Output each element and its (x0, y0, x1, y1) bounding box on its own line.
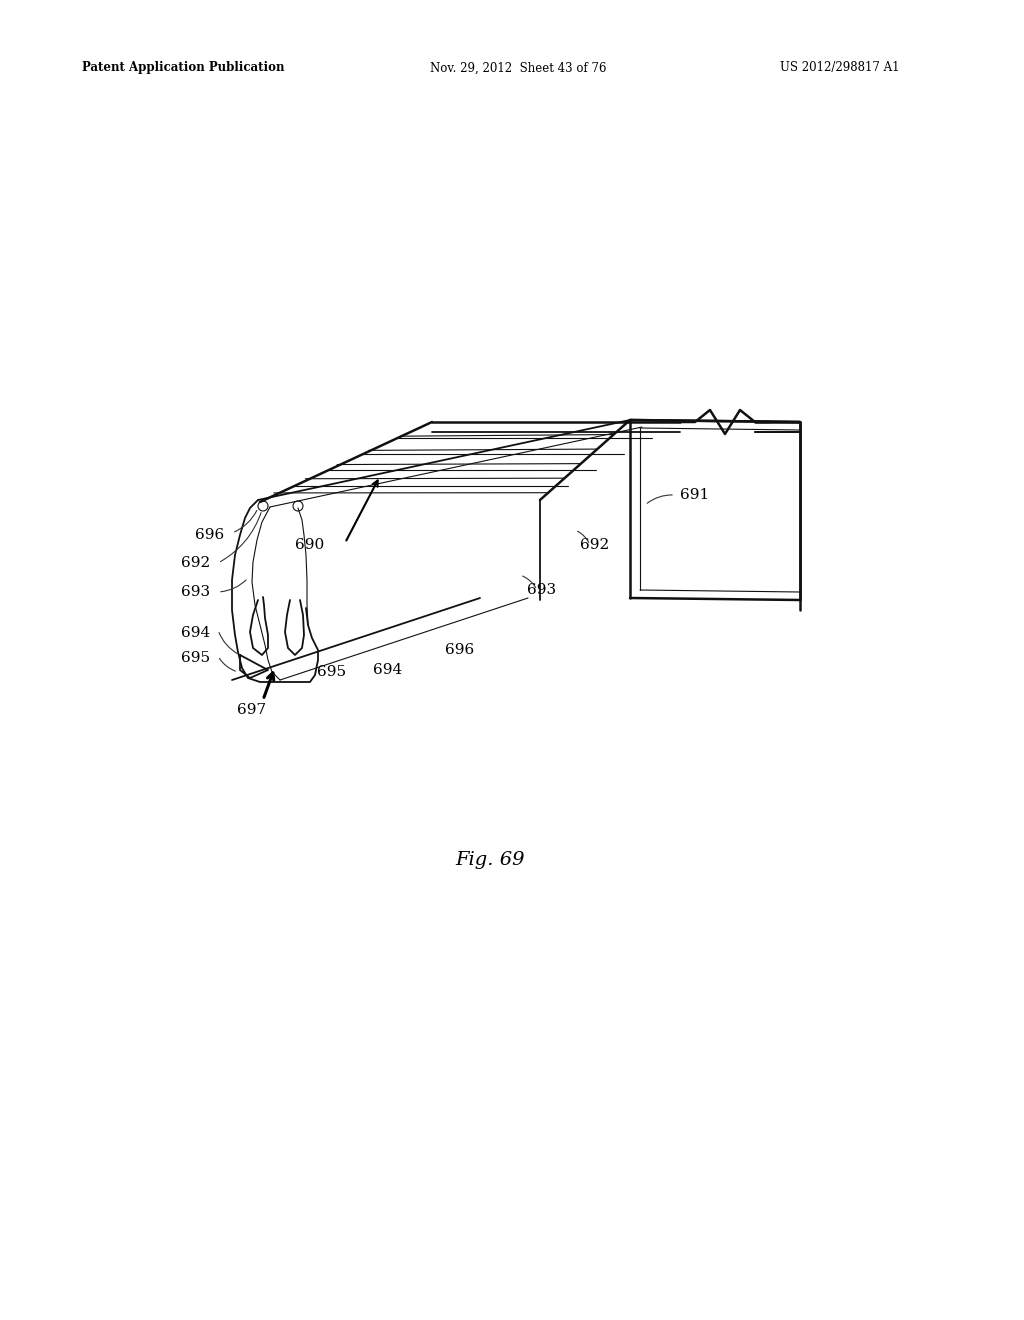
Text: Patent Application Publication: Patent Application Publication (82, 62, 285, 74)
Text: 691: 691 (680, 488, 710, 502)
Text: 697: 697 (238, 704, 266, 717)
Text: 694: 694 (181, 626, 211, 640)
Text: Fig. 69: Fig. 69 (456, 851, 524, 869)
Text: 690: 690 (295, 539, 325, 552)
Text: 693: 693 (181, 585, 211, 599)
Text: 695: 695 (317, 665, 346, 678)
Text: 692: 692 (181, 556, 211, 570)
Text: 692: 692 (581, 539, 609, 552)
Text: 696: 696 (445, 643, 475, 657)
Text: Nov. 29, 2012  Sheet 43 of 76: Nov. 29, 2012 Sheet 43 of 76 (430, 62, 606, 74)
Text: 694: 694 (374, 663, 402, 677)
Text: 693: 693 (527, 583, 557, 597)
Text: US 2012/298817 A1: US 2012/298817 A1 (780, 62, 899, 74)
Text: 696: 696 (196, 528, 224, 543)
Text: 695: 695 (181, 651, 211, 665)
